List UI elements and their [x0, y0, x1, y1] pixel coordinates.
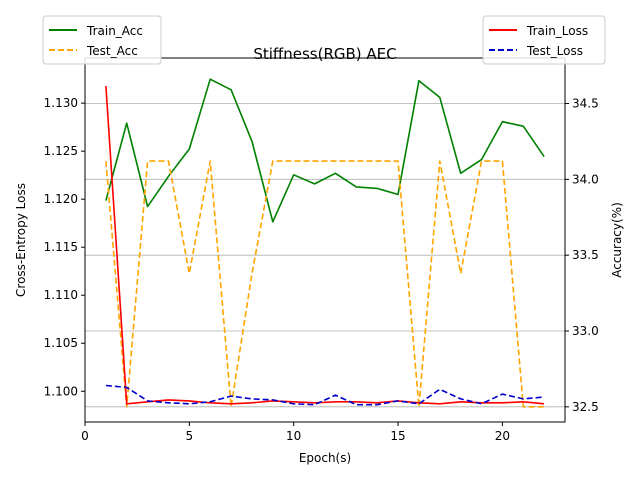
series-line-train-acc [105, 78, 545, 223]
y-right-tick-label: 32.5 [572, 400, 599, 414]
y-right-tick-label: 33.0 [572, 324, 599, 338]
y-left-tick-label: 1.120 [44, 192, 78, 206]
x-tick-label: 10 [286, 429, 301, 443]
legend-label-test-acc: Test_Acc [86, 44, 138, 58]
legend-loss: Train_Loss Test_Loss [482, 15, 606, 65]
x-tick-label: 20 [495, 429, 510, 443]
y-left-tick-label: 1.130 [44, 96, 78, 110]
legend-accuracy: Train_Acc Test_Acc [42, 15, 162, 65]
y-right-tick-label: 33.5 [572, 248, 599, 262]
series-line-train-loss [105, 85, 545, 405]
series-line-test-acc [105, 160, 545, 408]
series-line-test-loss [105, 384, 545, 406]
legend-box [42, 15, 162, 65]
y-left-tick-label: 1.105 [44, 336, 78, 350]
y-left-tick-label: 1.115 [44, 240, 78, 254]
y-right-tick-label: 34.5 [572, 97, 599, 111]
axis-layer: 32.5 33.0 33.5 34.0 34.5 1.100 1.105 1.110 1.115… [44, 96, 599, 443]
legend-label-train-loss: Train_Loss [526, 24, 588, 38]
y-left-tick-label: 1.100 [44, 384, 78, 398]
legend-label-train-acc: Train_Acc [86, 24, 143, 38]
legend-label-test-loss: Test_Loss [526, 44, 583, 58]
grid-layer [85, 103, 565, 408]
chart-title: Stiffness(RGB) AEC [253, 45, 396, 63]
x-tick-label: 15 [390, 429, 405, 443]
y-left-tick-label: 1.125 [44, 144, 78, 158]
x-axis-label: Epoch(s) [299, 451, 351, 465]
y-right-tick-label: 34.0 [572, 172, 599, 186]
series-layer [105, 78, 545, 408]
right-y-axis-label: Accuracy(%) [610, 202, 624, 278]
plot-frame [84, 57, 566, 423]
x-tick-label: 0 [81, 429, 89, 443]
y-left-tick-label: 1.110 [44, 288, 78, 302]
left-y-axis-label: Cross-Entropy Loss [14, 183, 28, 297]
legend-box [482, 15, 606, 65]
x-tick-label: 5 [186, 429, 194, 443]
